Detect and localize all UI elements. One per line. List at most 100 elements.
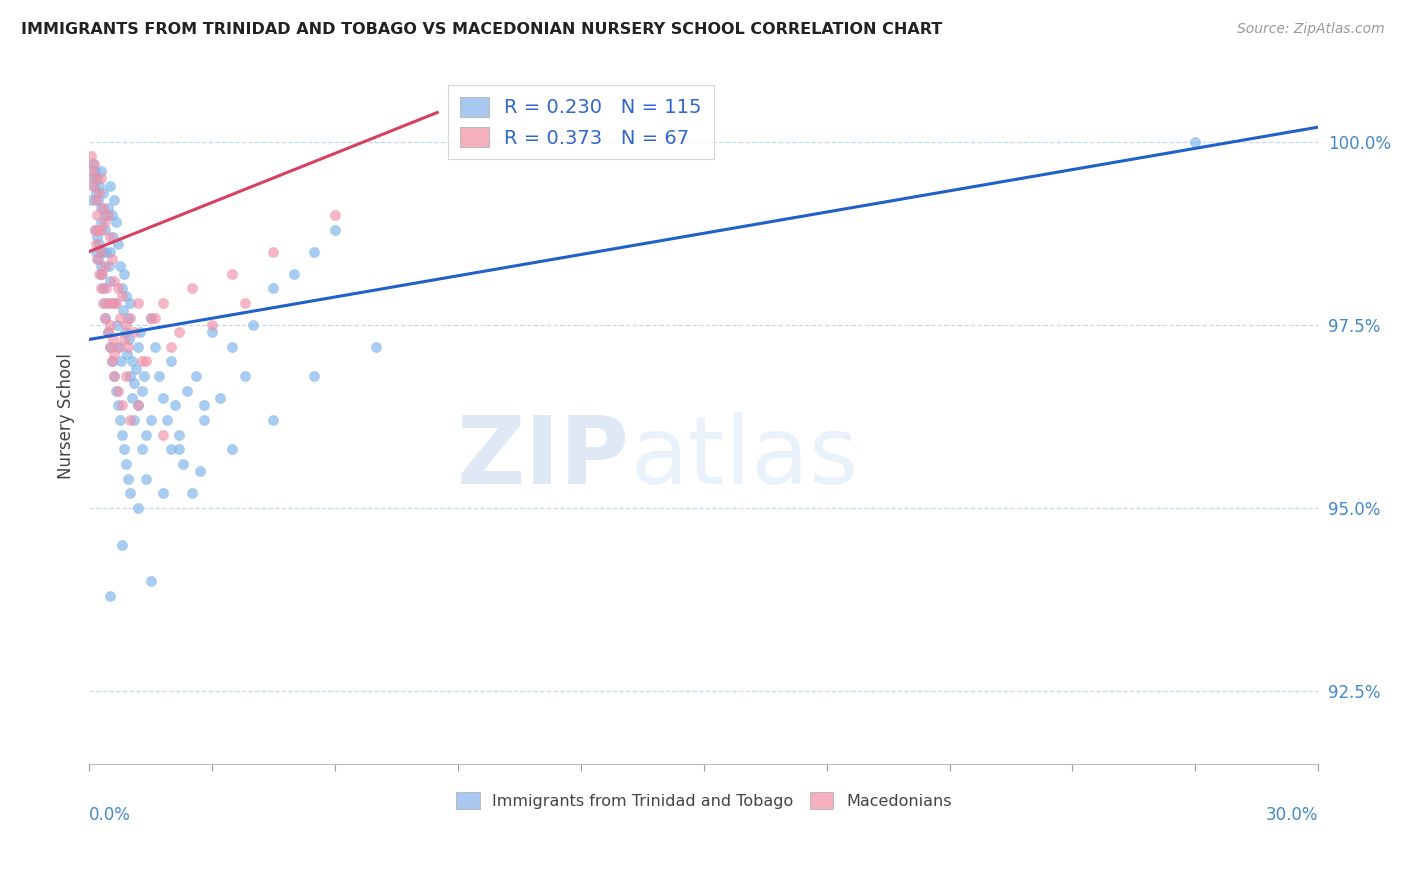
Point [107,237,129,252]
Point [139,574,162,589]
Point [89,267,111,281]
Point [90,164,112,178]
Point [152,296,174,310]
Point [193,398,215,412]
Point [108,413,131,427]
Point [86,230,108,244]
Text: IMMIGRANTS FROM TRINIDAD AND TOBAGO VS MACEDONIAN NURSERY SCHOOL CORRELATION CHA: IMMIGRANTS FROM TRINIDAD AND TOBAGO VS M… [21,22,942,37]
Point [86,171,108,186]
Point [188,464,211,478]
Point [82,178,104,193]
Point [98,340,121,354]
Point [233,369,256,384]
Point [101,230,124,244]
Point [100,274,122,288]
Point [152,486,174,500]
Point [127,398,149,412]
Point [233,296,256,310]
Text: 30.0%: 30.0% [1265,806,1319,824]
Point [93,186,115,200]
Point [93,208,115,222]
Point [103,369,125,384]
Point [104,384,127,398]
Point [139,310,162,325]
Point [103,274,125,288]
Point [87,194,110,208]
Point [107,281,129,295]
Point [117,310,139,325]
Point [100,354,122,368]
Point [201,325,224,339]
Point [117,340,139,354]
Point [131,442,153,457]
Point [115,288,138,302]
Point [118,310,141,325]
Point [96,325,118,339]
Point [94,310,117,325]
Point [84,222,107,236]
Point [107,398,129,412]
Point [96,201,118,215]
Point [94,222,117,236]
Point [112,267,135,281]
Text: atlas: atlas [630,412,858,504]
Point [304,244,326,259]
Point [110,354,132,368]
Point [104,296,127,310]
Point [221,442,243,457]
Point [86,194,108,208]
Point [134,369,156,384]
Point [165,398,187,412]
Point [80,149,103,163]
Point [90,171,112,186]
Point [96,325,118,339]
Point [82,157,104,171]
Point [84,171,107,186]
Point [118,333,141,347]
Point [135,354,157,368]
Point [323,222,346,236]
Point [111,288,134,302]
Point [221,267,243,281]
Point [80,194,103,208]
Point [98,230,121,244]
Point [108,310,131,325]
Point [193,413,215,427]
Point [152,427,174,442]
Point [242,318,264,332]
Point [115,318,138,332]
Point [180,486,202,500]
Point [127,500,149,515]
Point [262,244,284,259]
Point [103,194,125,208]
Point [84,222,107,236]
Point [115,347,138,361]
Point [131,354,153,368]
Point [90,281,112,295]
Point [112,333,135,347]
Point [84,164,107,178]
Point [131,384,153,398]
Point [167,325,190,339]
Point [121,391,143,405]
Point [125,361,148,376]
Point [93,296,115,310]
Point [160,340,183,354]
Point [122,413,145,427]
Point [96,208,118,222]
Point [100,318,122,332]
Point [127,340,149,354]
Point [152,391,174,405]
Y-axis label: Nursery School: Nursery School [58,353,75,479]
Point [156,413,179,427]
Point [111,427,134,442]
Point [100,296,122,310]
Point [82,171,104,186]
Text: 0.0%: 0.0% [89,806,131,824]
Point [139,310,162,325]
Point [93,259,115,273]
Point [111,398,134,412]
Point [90,259,112,273]
Point [143,340,166,354]
Point [201,318,224,332]
